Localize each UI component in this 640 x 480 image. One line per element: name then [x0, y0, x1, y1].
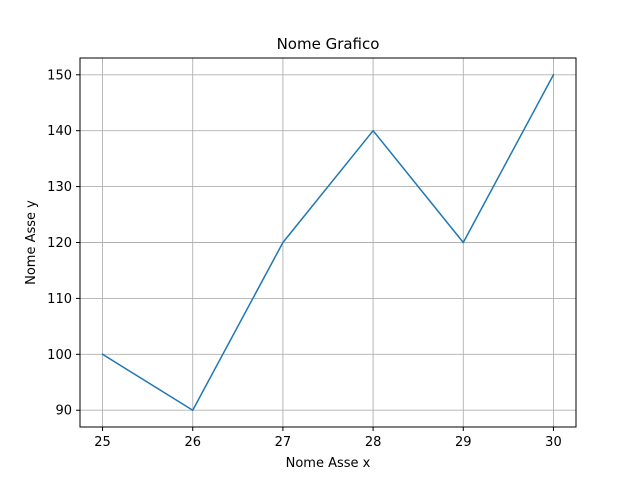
y-tick-label: 150	[47, 68, 72, 83]
series-layer	[101, 73, 555, 411]
y-tick-label: 140	[47, 124, 72, 139]
data-point	[282, 242, 284, 244]
x-axis-label: Nome Asse x	[286, 456, 371, 471]
x-tick-label: 29	[455, 435, 472, 450]
y-axis-label: Nome Asse y	[24, 200, 39, 285]
y-tick-label: 130	[47, 180, 72, 195]
x-tick-label: 30	[545, 435, 562, 450]
chart-title: Nome Grafico	[277, 35, 380, 53]
x-tick-label: 25	[94, 435, 111, 450]
data-point	[552, 74, 554, 76]
x-tick-label: 26	[184, 435, 201, 450]
x-tick-label: 28	[365, 435, 382, 450]
ticks: 25 26 27 28 29 30 90 100 110 120 130 140 150	[47, 68, 562, 450]
data-point	[372, 130, 374, 132]
y-tick-label: 120	[47, 236, 72, 251]
x-tick-label: 27	[275, 435, 292, 450]
grid	[80, 58, 576, 427]
data-point	[462, 242, 464, 244]
data-point	[192, 409, 194, 411]
series-line-0	[101, 73, 555, 411]
y-tick-label: 110	[47, 292, 72, 307]
y-tick-label: 100	[47, 348, 72, 363]
y-tick-label: 90	[55, 404, 72, 419]
data-point	[102, 353, 104, 355]
